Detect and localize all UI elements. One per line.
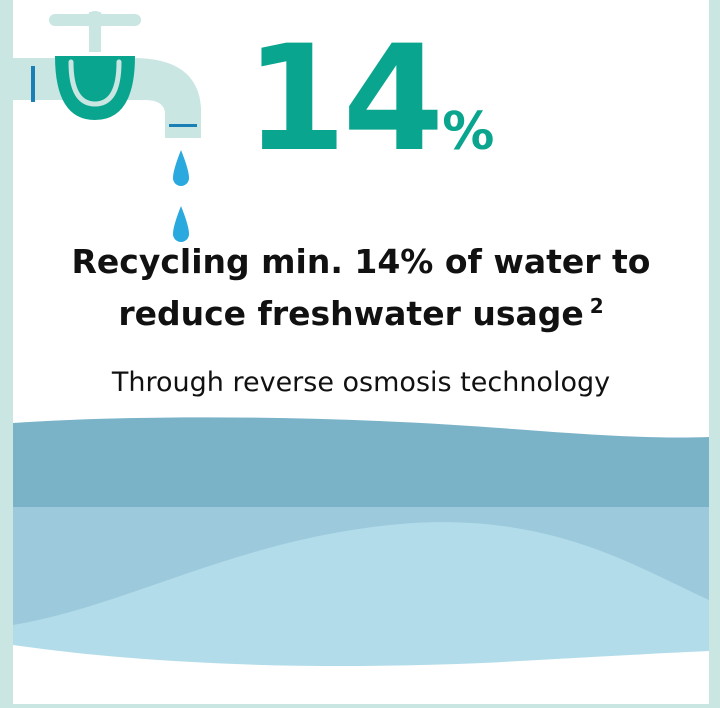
stat-number: 14 <box>245 14 444 184</box>
headline-line-2: reduce freshwater usage <box>118 294 584 333</box>
stat-unit: % <box>442 102 495 162</box>
infographic-card: 14% Recycling min. 14% of water to reduc… <box>13 0 709 704</box>
percentage-stat: 14% <box>245 26 494 172</box>
headline-line-1: Recycling min. 14% of water to <box>71 242 651 281</box>
footnote-marker: 2 <box>589 294 604 318</box>
subtitle: Through reverse osmosis technology <box>111 367 611 398</box>
headline: Recycling min. 14% of water to reduce fr… <box>13 240 709 336</box>
water-waves <box>13 417 709 704</box>
water-tap-icon <box>13 11 201 242</box>
water-drop-icon <box>173 206 189 242</box>
water-drop-icon <box>173 150 189 186</box>
